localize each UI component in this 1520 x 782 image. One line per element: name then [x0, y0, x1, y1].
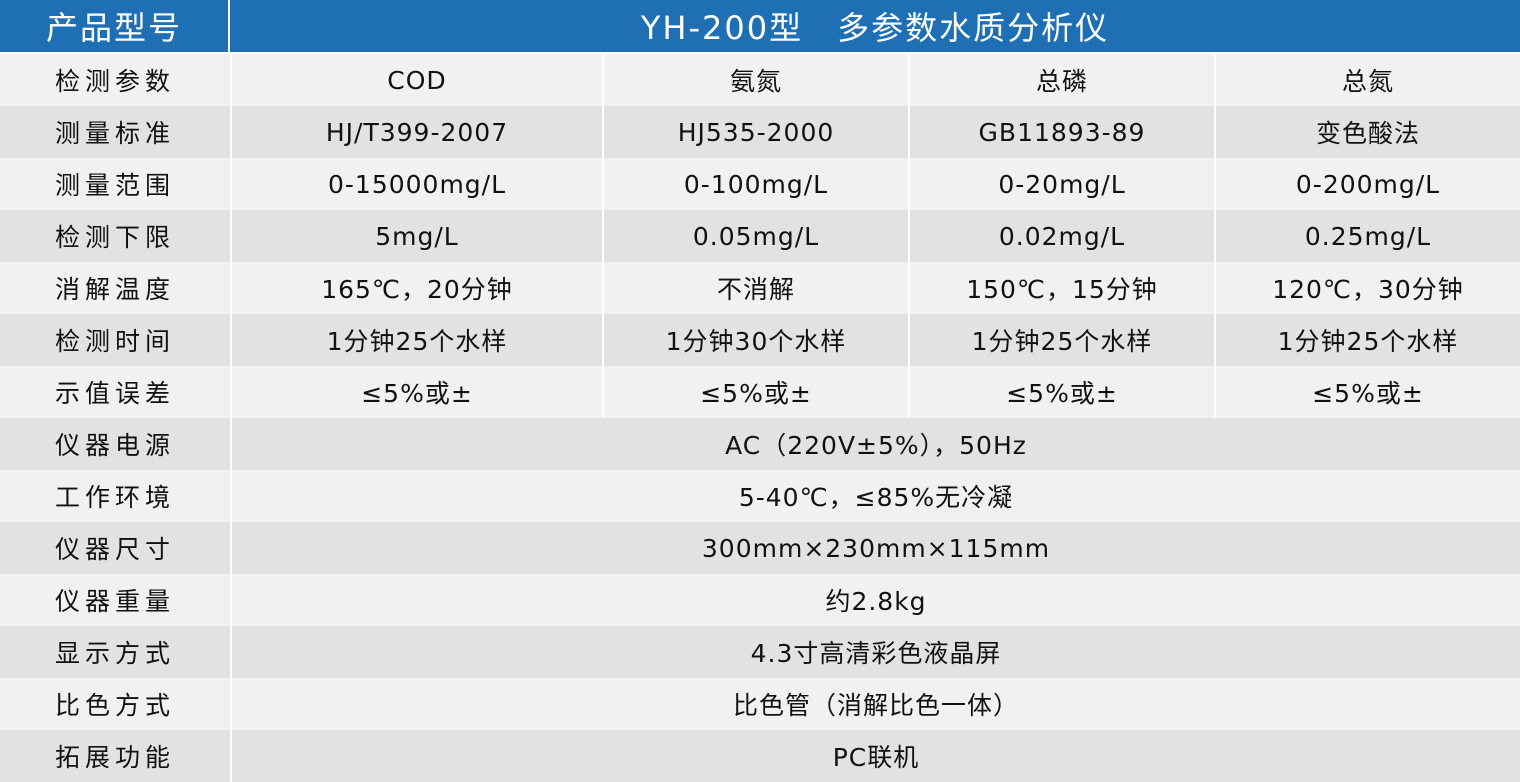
- cell-cod: COD: [230, 54, 602, 106]
- table-row: 测量范围 0-15000mg/L 0-100mg/L 0-20mg/L 0-20…: [0, 158, 1520, 210]
- row-label: 示值误差: [0, 366, 230, 418]
- cell-total-phosphorus: GB11893-89: [908, 106, 1214, 158]
- row-label: 仪器电源: [0, 418, 230, 470]
- table-row: 显示方式 4.3寸高清彩色液晶屏: [0, 626, 1520, 678]
- shared-value-cell: AC（220V±5%），50Hz: [230, 418, 1520, 470]
- cell-cod: 165℃，20分钟: [230, 262, 602, 314]
- cell-ammonia: 0-100mg/L: [602, 158, 908, 210]
- table-row: 检测下限 5mg/L 0.05mg/L 0.02mg/L 0.25mg/L: [0, 210, 1520, 262]
- cell-total-nitrogen: 0.25mg/L: [1214, 210, 1520, 262]
- cell-total-phosphorus: 150℃，15分钟: [908, 262, 1214, 314]
- table-row: 消解温度 165℃，20分钟 不消解 150℃，15分钟 120℃，30分钟: [0, 262, 1520, 314]
- table-row: 仪器电源 AC（220V±5%），50Hz: [0, 418, 1520, 470]
- header-row: 产品型号 YH-200型 多参数水质分析仪: [0, 0, 1520, 54]
- cell-total-nitrogen: ≤5%或±: [1214, 366, 1520, 418]
- table-row: 工作环境 5-40℃，≤85%无冷凝: [0, 470, 1520, 522]
- table-row: 测量标准 HJ/T399-2007 HJ535-2000 GB11893-89 …: [0, 106, 1520, 158]
- product-model-title: YH-200型 多参数水质分析仪: [230, 0, 1520, 54]
- shared-value-cell: 300mm×230mm×115mm: [230, 522, 1520, 574]
- cell-total-phosphorus: ≤5%或±: [908, 366, 1214, 418]
- row-label: 比色方式: [0, 678, 230, 730]
- cell-ammonia: 不消解: [602, 262, 908, 314]
- table-row: 仪器尺寸 300mm×230mm×115mm: [0, 522, 1520, 574]
- row-label: 测量范围: [0, 158, 230, 210]
- row-label: 仪器尺寸: [0, 522, 230, 574]
- table-row: 检测参数 COD 氨氮 总磷 总氮: [0, 54, 1520, 106]
- cell-ammonia: 1分钟30个水样: [602, 314, 908, 366]
- cell-ammonia: 氨氮: [602, 54, 908, 106]
- row-label: 工作环境: [0, 470, 230, 522]
- cell-total-nitrogen: 总氮: [1214, 54, 1520, 106]
- shared-value-cell: 约2.8kg: [230, 574, 1520, 626]
- row-label: 测量标准: [0, 106, 230, 158]
- cell-ammonia: HJ535-2000: [602, 106, 908, 158]
- table-row: 示值误差 ≤5%或± ≤5%或± ≤5%或± ≤5%或±: [0, 366, 1520, 418]
- shared-value-cell: 4.3寸高清彩色液晶屏: [230, 626, 1520, 678]
- cell-cod: 1分钟25个水样: [230, 314, 602, 366]
- cell-total-phosphorus: 0-20mg/L: [908, 158, 1214, 210]
- row-label: 显示方式: [0, 626, 230, 678]
- cell-total-phosphorus: 总磷: [908, 54, 1214, 106]
- table-row: 检测时间 1分钟25个水样 1分钟30个水样 1分钟25个水样 1分钟25个水样: [0, 314, 1520, 366]
- shared-value-cell: 5-40℃，≤85%无冷凝: [230, 470, 1520, 522]
- cell-ammonia: ≤5%或±: [602, 366, 908, 418]
- table-row: 比色方式 比色管（消解比色一体）: [0, 678, 1520, 730]
- row-label: 检测下限: [0, 210, 230, 262]
- cell-total-nitrogen: 0-200mg/L: [1214, 158, 1520, 210]
- cell-total-nitrogen: 120℃，30分钟: [1214, 262, 1520, 314]
- cell-ammonia: 0.05mg/L: [602, 210, 908, 262]
- row-label: 检测参数: [0, 54, 230, 106]
- cell-cod: 0-15000mg/L: [230, 158, 602, 210]
- cell-total-phosphorus: 0.02mg/L: [908, 210, 1214, 262]
- cell-total-nitrogen: 变色酸法: [1214, 106, 1520, 158]
- row-label: 仪器重量: [0, 574, 230, 626]
- cell-total-nitrogen: 1分钟25个水样: [1214, 314, 1520, 366]
- table-row: 仪器重量 约2.8kg: [0, 574, 1520, 626]
- cell-cod: ≤5%或±: [230, 366, 602, 418]
- cell-cod: HJ/T399-2007: [230, 106, 602, 158]
- row-label: 消解温度: [0, 262, 230, 314]
- shared-value-cell: 比色管（消解比色一体）: [230, 678, 1520, 730]
- shared-value-cell: PC联机: [230, 730, 1520, 782]
- cell-cod: 5mg/L: [230, 210, 602, 262]
- table-row: 拓展功能 PC联机: [0, 730, 1520, 782]
- row-label: 拓展功能: [0, 730, 230, 782]
- cell-total-phosphorus: 1分钟25个水样: [908, 314, 1214, 366]
- row-label: 检测时间: [0, 314, 230, 366]
- product-model-label: 产品型号: [0, 0, 230, 54]
